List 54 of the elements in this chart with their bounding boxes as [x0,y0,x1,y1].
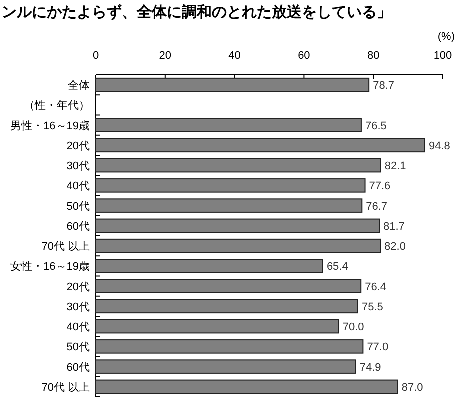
y-tick-label: 30代 [66,301,90,314]
bar [96,299,358,314]
x-tick-label: 100 [434,50,452,62]
bar [96,319,340,334]
data-label: 76.7 [366,200,388,213]
bar [96,238,382,254]
y-tick-label: 30代 [66,160,90,173]
y-tick-label: 60代 [66,220,90,233]
x-tick-label: 40 [228,50,241,62]
bar [96,158,382,173]
data-label: 81.7 [384,220,405,233]
y-tick-label: 70代 以上 [42,240,90,254]
bar [96,78,370,92]
x-tick-label: 80 [367,50,380,62]
title: ンルにかたよらず、全体に調和のとれた放送をしている」 [2,4,392,21]
bar [96,198,363,213]
bar [96,138,426,153]
data-label: 77.6 [369,180,391,193]
y-tick-label: 女性・16～19歳 [10,260,90,274]
y-tick-label: 40代 [66,180,90,193]
bar [96,118,362,132]
y-tick-label: 60代 [66,362,90,374]
y-tick-label: 20代 [66,140,90,152]
data-label: 82.0 [384,241,406,254]
bar [96,279,362,294]
data-label: 77.0 [367,342,389,354]
data-label: 74.9 [360,362,382,374]
bar [96,218,380,234]
data-label: 78.7 [373,80,395,92]
y-tick-label: 50代 [66,342,90,354]
y-tick-label: 20代 [66,281,90,294]
bar [96,178,366,193]
y-tick-label: 70代 以上 [42,380,90,394]
data-label: 76.5 [365,120,387,132]
y-tick-label: （性・年代） [24,100,90,112]
y-tick-label: 男性・16～19歳 [10,119,90,132]
bar [96,360,356,374]
data-label: 65.4 [326,261,348,274]
bar [96,380,398,394]
data-label: 76.4 [365,281,387,294]
data-label: 87.0 [402,382,424,394]
xlabel: (%) [438,31,455,43]
y-tick-label: 全体 [68,80,90,92]
bar [96,340,364,354]
data-label: 94.8 [428,140,450,152]
x-tick-label: 60 [298,50,310,62]
y-tick-label: 40代 [66,322,90,334]
data-label: 70.0 [342,322,364,334]
x-tick-label: 20 [159,50,172,62]
data-label: 75.5 [362,301,384,314]
x-tick-label: 0 [92,50,100,62]
bar [96,259,324,274]
y-tick-label: 50代 [66,200,90,213]
data-label: 82.1 [384,160,406,173]
